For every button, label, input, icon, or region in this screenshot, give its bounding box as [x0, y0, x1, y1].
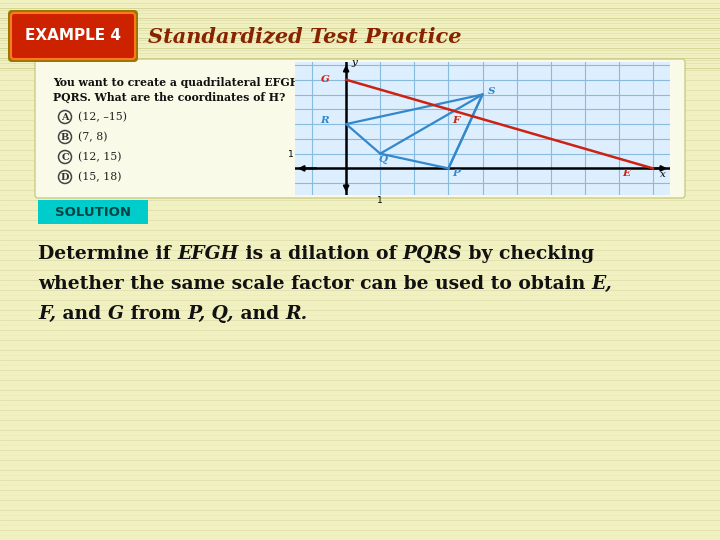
- FancyBboxPatch shape: [11, 13, 135, 59]
- Text: S: S: [487, 87, 495, 96]
- Text: and: and: [56, 305, 108, 323]
- Text: R.: R.: [286, 305, 307, 323]
- Text: P: P: [452, 169, 459, 178]
- Text: (12, –15): (12, –15): [78, 112, 127, 122]
- FancyBboxPatch shape: [35, 59, 685, 198]
- Text: whether the same scale factor can be used to obtain: whether the same scale factor can be use…: [38, 275, 592, 293]
- Text: (7, 8): (7, 8): [78, 132, 107, 142]
- Text: SOLUTION: SOLUTION: [55, 206, 131, 219]
- Text: Determine if: Determine if: [38, 245, 177, 263]
- Text: C: C: [61, 152, 69, 161]
- Text: (12, 15): (12, 15): [78, 152, 122, 162]
- Text: D: D: [60, 172, 69, 181]
- Text: PQRS: PQRS: [402, 245, 462, 263]
- FancyBboxPatch shape: [8, 10, 138, 62]
- Text: A: A: [61, 112, 69, 122]
- Bar: [38, 200, 148, 224]
- Text: P,: P,: [187, 305, 205, 323]
- Text: G: G: [320, 75, 330, 84]
- Text: and: and: [234, 305, 286, 323]
- Text: x: x: [660, 170, 666, 179]
- Text: E: E: [622, 169, 630, 178]
- Text: (15, 18): (15, 18): [78, 172, 122, 182]
- Text: EFGH: EFGH: [177, 245, 238, 263]
- Text: F,: F,: [38, 305, 56, 323]
- Text: B: B: [61, 132, 69, 141]
- Text: PQRS. What are the coordinates of H?: PQRS. What are the coordinates of H?: [53, 92, 285, 103]
- Text: E,: E,: [592, 275, 613, 293]
- Text: F: F: [452, 116, 459, 125]
- Text: Standardized Test Practice: Standardized Test Practice: [148, 26, 462, 46]
- Text: EXAMPLE 4: EXAMPLE 4: [25, 29, 121, 44]
- Text: G: G: [108, 305, 124, 323]
- Text: from: from: [124, 305, 187, 323]
- Text: You want to create a quadrilateral EFGH that is similar to quadrilateral: You want to create a quadrilateral EFGH …: [53, 77, 490, 88]
- Text: Q: Q: [379, 155, 387, 164]
- Text: Q,: Q,: [205, 305, 234, 323]
- Text: R: R: [320, 116, 329, 125]
- Text: by checking: by checking: [462, 245, 595, 263]
- Text: is a dilation of: is a dilation of: [238, 245, 402, 263]
- Text: y: y: [351, 58, 357, 67]
